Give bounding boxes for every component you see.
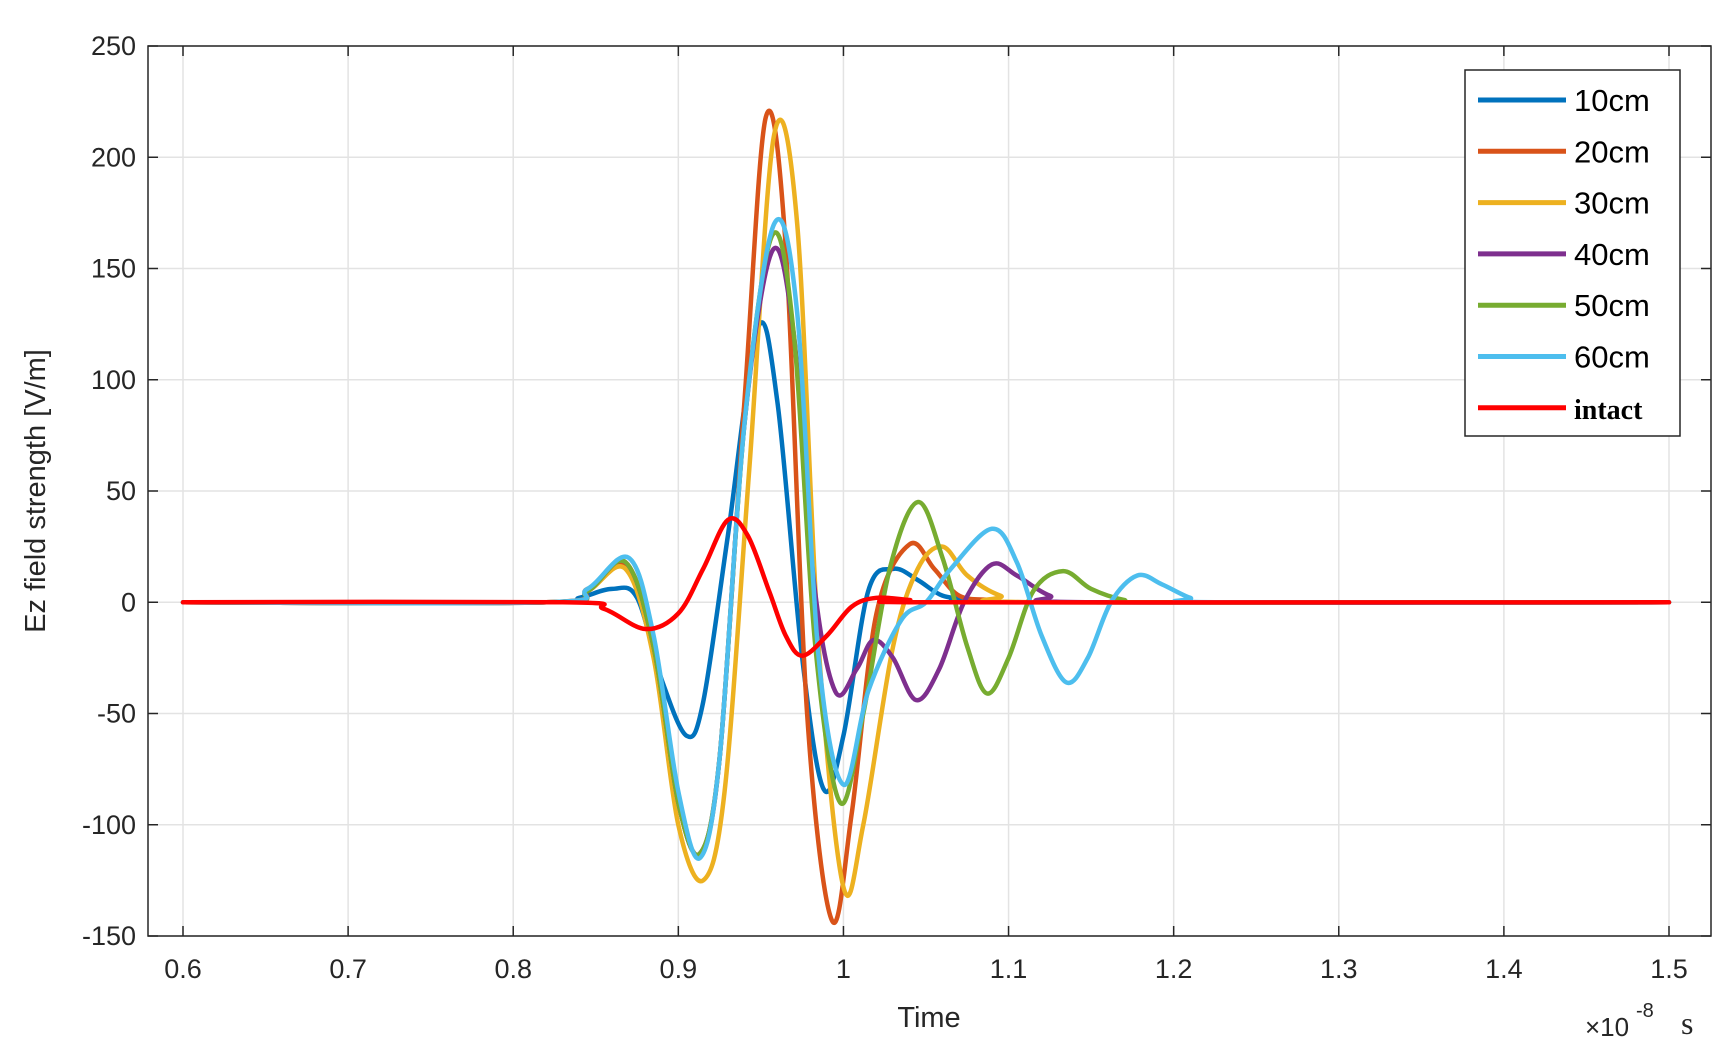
y-tick-label: 200: [91, 142, 136, 172]
x-axis-unit: s: [1681, 1005, 1693, 1041]
series-layer: [180, 108, 1672, 926]
y-tick-label: 250: [91, 31, 136, 61]
legend-label-60cm: 60cm: [1574, 340, 1650, 375]
x-tick-label: 0.7: [329, 954, 367, 984]
series-line-60cm: [180, 216, 1672, 861]
x-tick-label: 1.2: [1155, 954, 1193, 984]
legend-label-intact: intact: [1574, 395, 1643, 426]
x-axis-label: Time: [897, 1002, 960, 1034]
x-tick-label: 0.9: [660, 954, 698, 984]
y-axis-ticks: 250 200 150 100 50 0 -50 -100 -150: [82, 31, 1711, 951]
y-tick-label: -100: [82, 810, 136, 840]
y-tick-label: 150: [91, 254, 136, 284]
x-tick-label: 0.6: [164, 954, 202, 984]
y-tick-label: 100: [91, 365, 136, 395]
y-tick-label: 50: [106, 476, 136, 506]
y-tick-label: -50: [97, 699, 136, 729]
y-tick-label: -150: [82, 921, 136, 951]
x-axis-exponent-power: -8: [1636, 1000, 1654, 1022]
x-tick-label: 1.5: [1650, 954, 1688, 984]
y-tick-label: 0: [121, 587, 136, 617]
legend: 10cm 20cm 30cm 40cm 50cm 60cm intact: [1464, 69, 1681, 437]
x-tick-label: 1.4: [1485, 954, 1523, 984]
x-axis-exponent: ×10: [1585, 1012, 1629, 1042]
legend-label-40cm: 40cm: [1574, 237, 1650, 272]
x-axis-ticks: 0.6 0.7 0.8 0.9 1 1.1 1.2 1.3 1.4 1.5: [164, 46, 1688, 984]
series-line-intact: [180, 516, 1672, 658]
legend-label-30cm: 30cm: [1574, 186, 1650, 221]
x-tick-label: 1: [836, 954, 851, 984]
x-tick-label: 1.3: [1320, 954, 1358, 984]
legend-label-20cm: 20cm: [1574, 134, 1650, 169]
x-tick-label: 1.1: [990, 954, 1028, 984]
legend-label-50cm: 50cm: [1574, 288, 1650, 323]
x-tick-label: 0.8: [494, 954, 532, 984]
legend-label-10cm: 10cm: [1574, 83, 1650, 118]
y-axis-label: Ez field strength [V/m]: [20, 349, 52, 633]
